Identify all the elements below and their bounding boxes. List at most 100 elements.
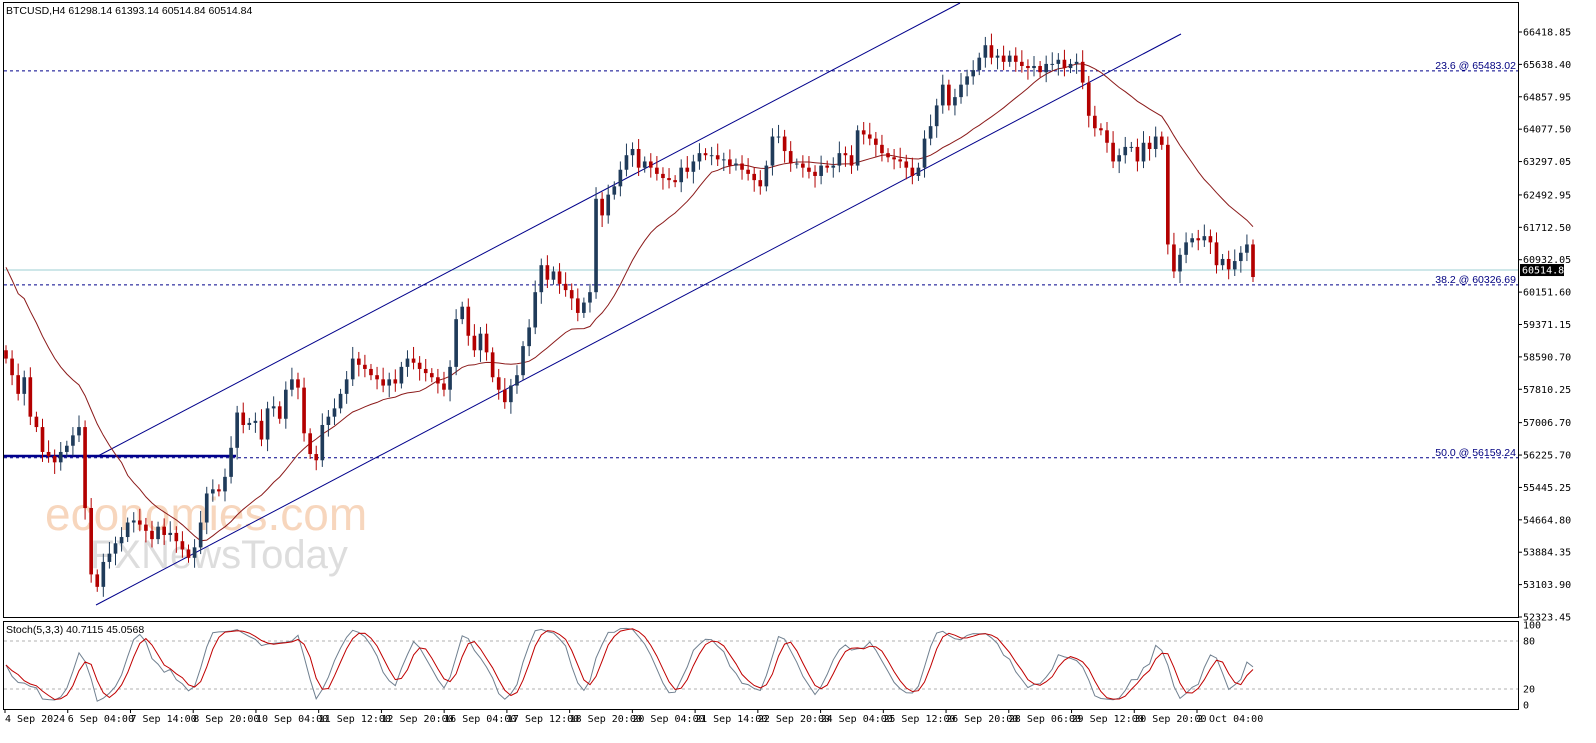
- candle-body: [715, 155, 720, 160]
- candle-body: [910, 167, 915, 176]
- candle-body: [253, 420, 258, 423]
- candle-body: [685, 167, 690, 172]
- candle-body: [283, 389, 288, 419]
- oscillator-tick-label: 80: [1523, 637, 1535, 648]
- channel-upper-line: [95, 2, 961, 458]
- candle-body: [667, 178, 671, 181]
- candle-body: [417, 362, 422, 369]
- candle-body: [959, 84, 963, 98]
- candle-body: [630, 148, 635, 156]
- candle-body: [563, 283, 568, 291]
- candle-body: [131, 520, 136, 523]
- oscillator-tick-label: 100: [1523, 621, 1541, 632]
- candle-body: [314, 454, 319, 461]
- time-tick-label: 4 Sep 2024: [5, 714, 65, 725]
- candle-body: [1074, 61, 1079, 64]
- candle-body: [496, 377, 501, 390]
- stoch-signal-line: [5, 628, 1254, 701]
- candle-body: [180, 541, 185, 550]
- candle-body: [1062, 59, 1067, 69]
- time-tick-label: 24 Sep 04:00: [821, 714, 893, 725]
- candle-body: [1068, 63, 1073, 69]
- candle-body: [989, 45, 994, 58]
- price-axis: 66418.85 65638.40 64857.95 64077.50 63297.05…: [1518, 28, 1571, 624]
- candle-body: [119, 537, 124, 544]
- fibonacci-levels: 23.6 @ 65483.02 38.2 @ 60326.69 50.0 @ 561…: [4, 60, 1518, 459]
- candle-body: [1239, 252, 1243, 262]
- price-tick-label: 64857.95: [1523, 92, 1571, 103]
- candle-body: [192, 547, 197, 558]
- candle-body: [338, 393, 343, 409]
- candle-body: [71, 435, 75, 446]
- candle-body: [1123, 146, 1128, 156]
- time-tick-label: 25 Sep 12:00: [883, 714, 955, 725]
- time-tick-label: 20 Sep 04:00: [632, 714, 704, 725]
- candle-body: [521, 346, 525, 376]
- candle-body: [229, 447, 233, 477]
- oscillator-tick-label: 20: [1523, 685, 1535, 696]
- candle-body: [965, 76, 969, 85]
- candle-body: [332, 408, 337, 417]
- candle-body: [709, 155, 714, 157]
- price-tick-label: 65638.40: [1523, 60, 1571, 71]
- candle-body: [1178, 254, 1182, 272]
- candle-body: [734, 163, 738, 166]
- candle-body: [1226, 258, 1231, 270]
- candle-body: [1202, 236, 1207, 241]
- candle-body: [40, 427, 45, 452]
- candle-body: [880, 144, 884, 154]
- candle-body: [387, 379, 392, 386]
- candle-body: [1153, 136, 1158, 149]
- current-price-label: 60514.84: [1522, 266, 1570, 277]
- price-tick-label: 56225.70: [1523, 451, 1571, 462]
- candle-body: [247, 422, 252, 425]
- candle-body: [934, 105, 939, 127]
- candle-body: [429, 373, 434, 378]
- candle-body: [642, 161, 647, 168]
- candle-body: [509, 385, 513, 403]
- time-tick-label: 17 Sep 12:00: [507, 714, 579, 725]
- candle-body: [813, 171, 817, 176]
- price-tick-label: 53103.90: [1523, 580, 1571, 591]
- time-tick-label: 10 Sep 04:00: [256, 714, 328, 725]
- candle-body: [606, 194, 611, 216]
- candle-body: [1135, 146, 1140, 162]
- candle-body: [1117, 155, 1122, 162]
- candle-body: [995, 55, 1000, 58]
- candle-body: [1232, 261, 1237, 270]
- candle-body: [344, 379, 349, 394]
- candle-body: [454, 319, 458, 367]
- candle-body: [1001, 55, 1006, 62]
- candle-body: [144, 524, 148, 531]
- candle-body: [746, 169, 750, 174]
- candle-body: [478, 333, 483, 351]
- candle-body: [618, 169, 623, 187]
- candle-body: [466, 306, 471, 336]
- candle-body: [740, 163, 744, 170]
- price-tick-label: 60151.60: [1523, 288, 1571, 299]
- candle-body: [928, 126, 933, 139]
- candle-body: [539, 265, 544, 293]
- candle-body: [1026, 65, 1030, 69]
- time-tick-label: 7 Sep 14:00: [130, 714, 196, 725]
- candle-body: [101, 561, 106, 587]
- candle-body: [624, 155, 629, 170]
- candle-body: [308, 433, 312, 455]
- candle-body: [721, 159, 726, 161]
- time-tick-label: 26 Sep 20:00: [946, 714, 1018, 725]
- candle-body: [150, 530, 154, 540]
- symbol-info: BTCUSD,H4 61298.14 61393.14 60514.84 605…: [6, 5, 253, 17]
- oscillator-pane-frame: [3, 621, 1519, 710]
- channel-lower-line: [95, 33, 1182, 606]
- candle-body: [655, 167, 659, 174]
- candle-body: [1159, 136, 1164, 145]
- fib-level-label: 38.2 @ 60326.69: [1435, 274, 1516, 286]
- candle-body: [691, 161, 696, 172]
- candle-body: [533, 292, 538, 328]
- candle-body: [1172, 244, 1176, 272]
- time-tick-label: 16 Sep 04:00: [444, 714, 516, 725]
- candle-body: [1208, 236, 1213, 243]
- candle-body: [831, 165, 836, 168]
- candle-body: [776, 136, 781, 138]
